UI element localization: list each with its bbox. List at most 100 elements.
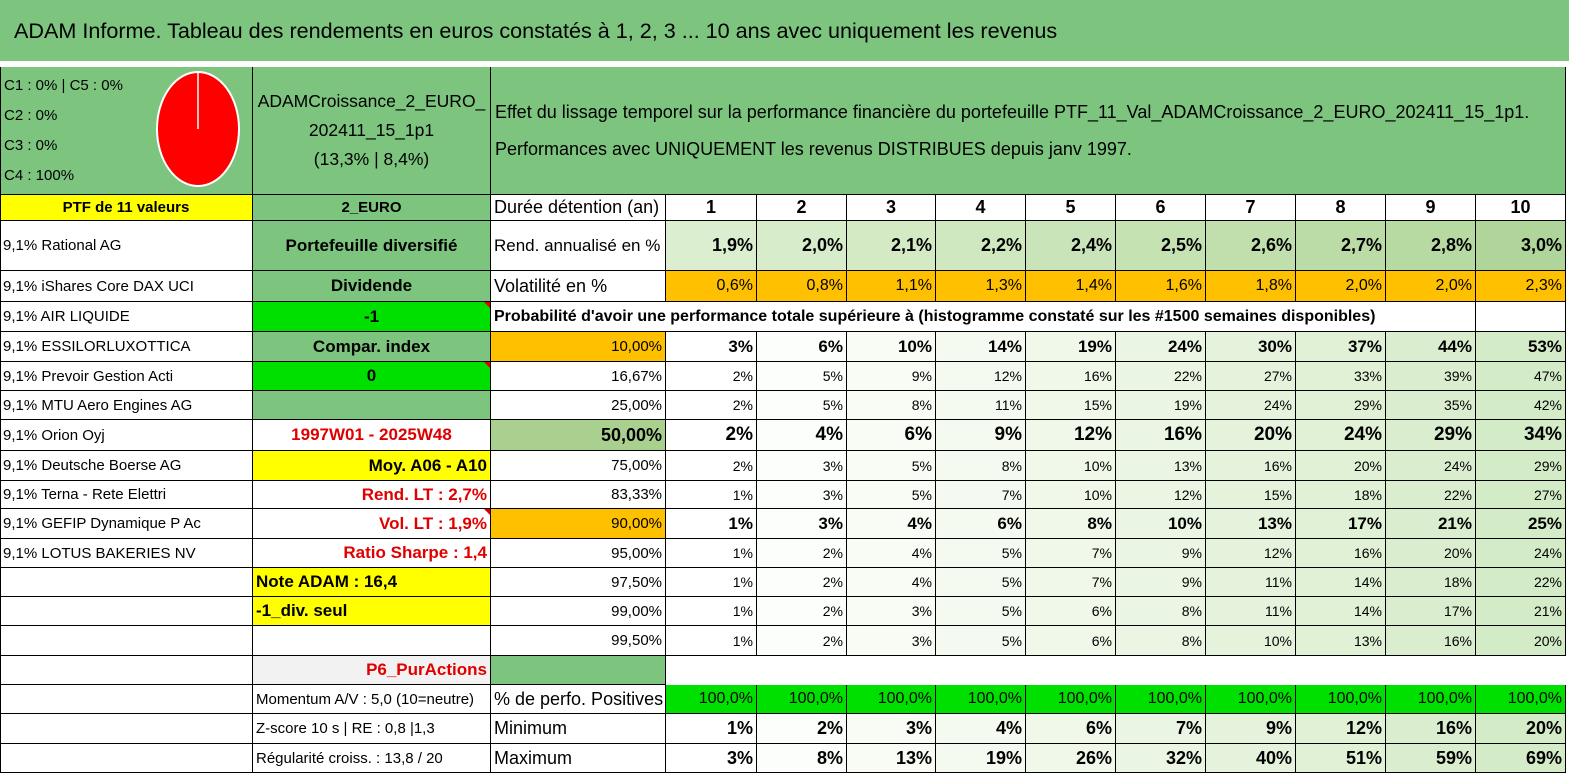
holding-item-text: 9,1% AIR LIQUIDE: [3, 308, 130, 325]
prob-value: 8%: [1116, 626, 1206, 656]
prob-value-text: 10%: [1263, 632, 1292, 649]
holding-item: 9,1% Prevoir Gestion Acti: [0, 362, 253, 391]
prob-value: 13%: [1296, 626, 1386, 656]
prob-value-text: 10%: [897, 336, 932, 356]
pos-value: 100,0%: [847, 685, 936, 714]
prob-threshold: 99,00%: [491, 597, 666, 626]
year-header-text: 4: [975, 197, 986, 217]
min-value: 2%: [757, 714, 847, 744]
min-value: 4%: [936, 714, 1026, 744]
prob-value-text: 24%: [1443, 457, 1472, 474]
period-label: 1997W01 - 2025W48: [253, 420, 491, 451]
prob-value-text: 3%: [822, 486, 843, 503]
prob-value-text: 24%: [1167, 336, 1202, 356]
ptf-label-text: PTF de 11 valeurs: [62, 199, 190, 216]
holding-item: 9,1% Terna - Rete Elettri: [0, 481, 253, 509]
prob-value: 6%: [1026, 626, 1116, 656]
rend-value: 2,1%: [847, 221, 936, 271]
prob-value-text: 15%: [1083, 397, 1112, 413]
prob-value-text: 4%: [815, 424, 843, 445]
year-header-text: 7: [1245, 197, 1256, 217]
max-value: 69%: [1476, 744, 1566, 773]
prob-value-text: 18%: [1443, 574, 1472, 590]
sharpe-label: Ratio Sharpe : 1,4: [253, 539, 491, 568]
period-label-text: 1997W01 - 2025W48: [291, 425, 452, 444]
prob-value: 11%: [936, 391, 1026, 420]
prob-value-text: 5%: [822, 397, 843, 413]
min-value-text: 1%: [726, 718, 753, 738]
prob-value-text: 5%: [1001, 603, 1022, 619]
note-label-text: Note ADAM : 16,4: [256, 572, 398, 591]
prob-value: 5%: [936, 597, 1026, 626]
prob-value-text: 25%: [1527, 513, 1562, 533]
min-value: 9%: [1206, 714, 1296, 744]
prob-value-text: 22%: [1533, 574, 1562, 590]
prob-value: 8%: [936, 451, 1026, 481]
prob-value: 2%: [757, 626, 847, 656]
year-header: 3: [847, 195, 936, 221]
prob-value-text: 42%: [1533, 397, 1562, 413]
prob-value-text: 10%: [1167, 513, 1202, 533]
year-header-text: 9: [1425, 197, 1436, 217]
min-label: Minimum: [491, 714, 666, 744]
rend-label-text: Rend. annualisé en %: [494, 235, 661, 255]
max-value-text: 13%: [895, 747, 932, 768]
vol-value-text: 2,3%: [1525, 277, 1562, 294]
prob-value: 42%: [1476, 391, 1566, 420]
dividend-value-text: -1: [363, 306, 380, 326]
holding-item-text: 9,1% iShares Core DAX UCI: [3, 277, 194, 295]
prob-value-text: 1%: [732, 574, 753, 590]
prob-value-text: 4%: [911, 574, 932, 590]
rend-value: 2,0%: [757, 221, 847, 271]
prob-value: 27%: [1206, 362, 1296, 391]
prob-value-text: 19%: [1077, 336, 1112, 356]
pos-value-text: 100,0%: [1237, 690, 1292, 707]
holding-item-text: 9,1% Prevoir Gestion Acti: [3, 367, 174, 385]
rend-lt-label: Rend. LT : 2,7%: [253, 481, 491, 509]
holding-item: 9,1% ESSILORLUXOTTICA: [0, 332, 253, 362]
rend-value: 3,0%: [1476, 221, 1566, 271]
prob-value: 3%: [757, 481, 847, 509]
prob-value: 37%: [1296, 332, 1386, 362]
prob-threshold: 50,00%: [491, 420, 666, 451]
prob-threshold-text: 99,00%: [611, 602, 662, 620]
prob-value: 4%: [847, 568, 936, 597]
vol-value: 0,8%: [757, 271, 847, 302]
max-value-text: 19%: [985, 747, 1022, 768]
prob-value-text: 24%: [1263, 397, 1292, 413]
prob-value: 3%: [847, 626, 936, 656]
prob-value-text: 15%: [1263, 486, 1292, 503]
prob-value: 2%: [666, 362, 757, 391]
prob-value-text: 5%: [911, 486, 932, 503]
prob-threshold: 97,50%: [491, 568, 666, 597]
holding-item-text: 9,1% ESSILORLUXOTTICA: [3, 338, 191, 355]
prob-value-text: 8%: [1087, 513, 1112, 533]
pos-value: 100,0%: [1206, 685, 1296, 714]
vol-value: 1,3%: [936, 271, 1026, 302]
prob-value: 21%: [1476, 597, 1566, 626]
allocation-line: C3 : 0%: [4, 137, 58, 154]
vol-value: 0,6%: [666, 271, 757, 302]
prob-value: 33%: [1296, 362, 1386, 391]
prob-value-text: 3%: [911, 632, 932, 649]
prob-value: 13%: [1206, 509, 1296, 539]
prob-value-text: 5%: [822, 368, 843, 384]
holding-item: 9,1% Deutsche Boerse AG: [0, 451, 253, 481]
prob-value-text: 5%: [911, 457, 932, 474]
prob-value-text: 2%: [732, 457, 753, 474]
holding-item: 9,1% iShares Core DAX UCI: [0, 271, 253, 302]
prob-value: 6%: [936, 509, 1026, 539]
prob-value: 1%: [666, 509, 757, 539]
prob-value-text: 16%: [1353, 545, 1382, 561]
prob-value-text: 53%: [1527, 336, 1562, 356]
prob-value-text: 3%: [911, 603, 932, 619]
prob-value: 1%: [666, 481, 757, 509]
prob-value: 16%: [1116, 420, 1206, 451]
prob-value: 22%: [1116, 362, 1206, 391]
pos-value-text: 100,0%: [877, 690, 932, 707]
prob-value-text: 39%: [1443, 368, 1472, 384]
empty-cell: [253, 626, 491, 656]
rend-value-text: 2,7%: [1340, 235, 1382, 255]
comment-marker: [484, 509, 490, 515]
min-value-text: 4%: [995, 718, 1022, 738]
